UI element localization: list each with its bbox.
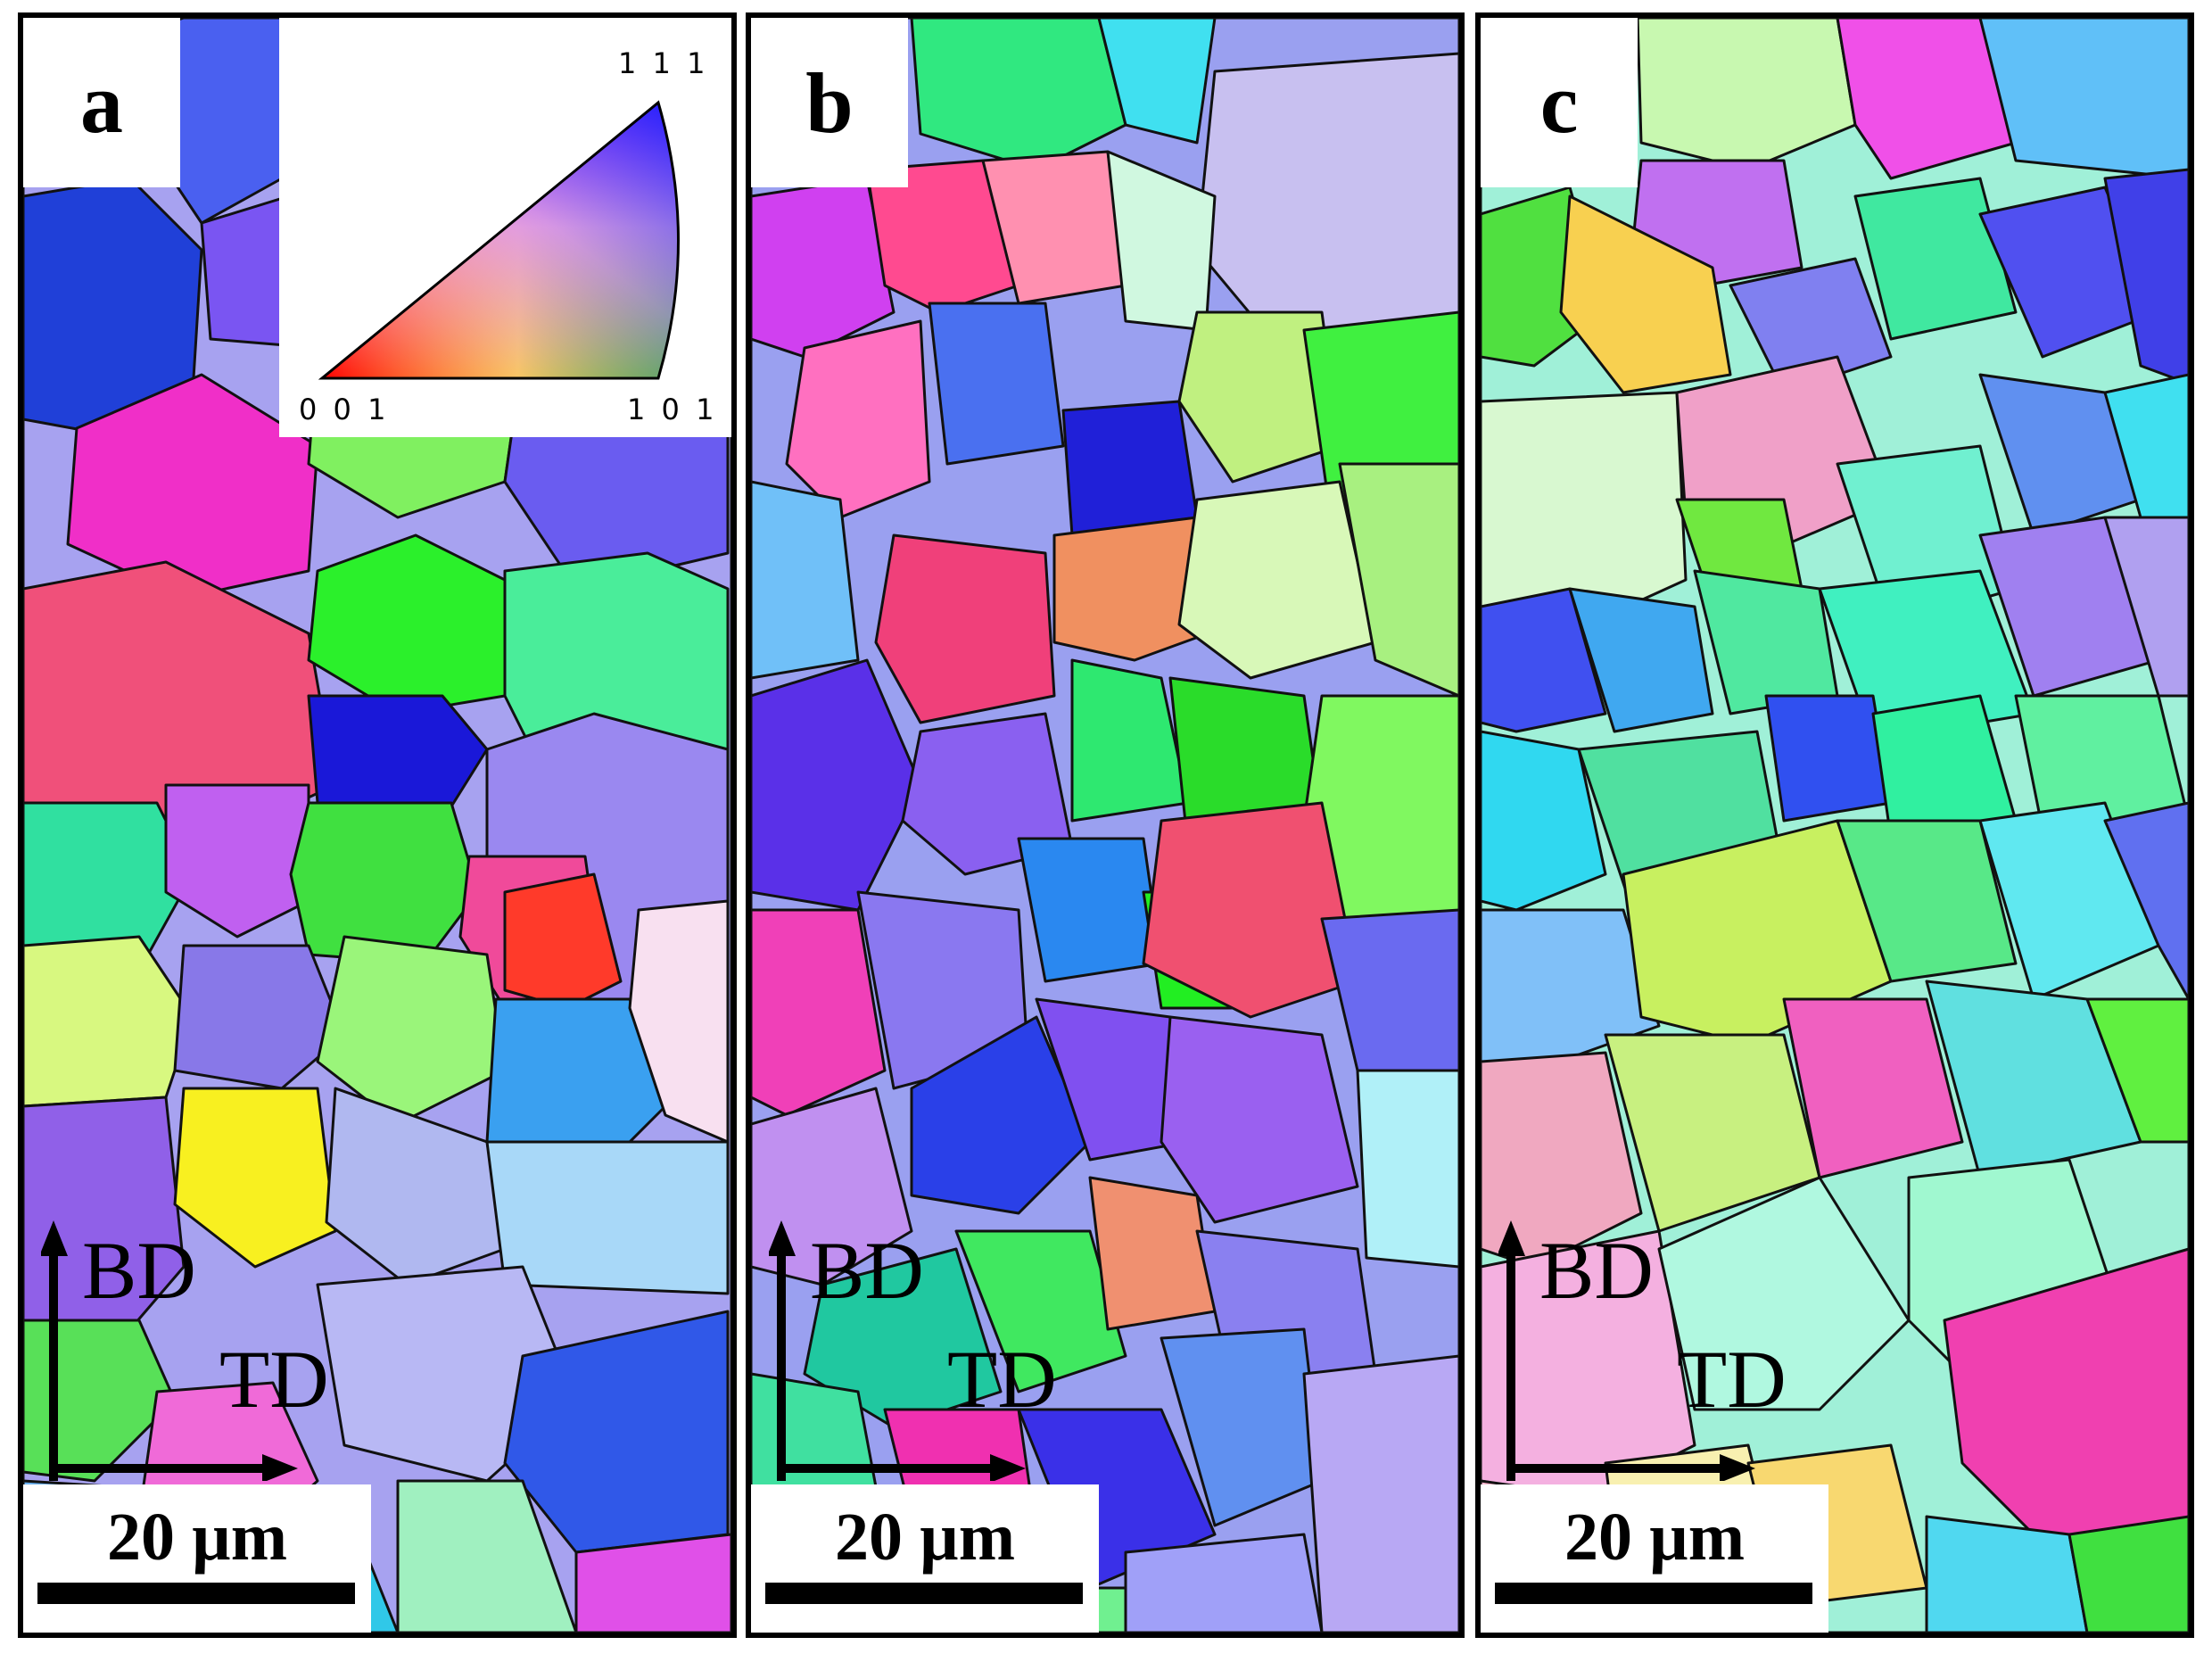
scale-bar bbox=[1495, 1583, 1812, 1604]
scale-bar-label: 20 µm bbox=[1564, 1500, 1746, 1575]
panel-b: b BD TD 20 µm bbox=[746, 12, 1465, 1638]
panel-letter: b bbox=[751, 18, 908, 187]
scale-bar-box: 20 µm bbox=[751, 1484, 1099, 1633]
ipf-triangle bbox=[318, 100, 680, 380]
panel-c: c BD TD 20 µm bbox=[1475, 12, 2194, 1638]
ipf-101-label: 1 0 1 bbox=[627, 393, 718, 426]
td-label: TD bbox=[947, 1334, 1057, 1425]
bd-td-axes: BD TD bbox=[41, 1213, 329, 1481]
scale-bar-box: 20 µm bbox=[23, 1484, 371, 1633]
ipf-111-label: 1 1 1 bbox=[618, 46, 709, 80]
panel-letter: a bbox=[23, 18, 180, 187]
axis-arrows-icon bbox=[41, 1220, 298, 1481]
axis-arrows-icon bbox=[769, 1220, 1026, 1481]
td-label: TD bbox=[1677, 1334, 1787, 1425]
scale-bar-label: 20 µm bbox=[106, 1500, 288, 1575]
scale-bar bbox=[765, 1583, 1083, 1604]
ipf-001-label: 0 0 1 bbox=[299, 393, 390, 426]
bd-td-axes: BD TD bbox=[769, 1213, 1057, 1481]
panel-letter: c bbox=[1481, 18, 1638, 187]
bd-td-axes: BD TD bbox=[1498, 1213, 1787, 1481]
scale-bar-label: 20 µm bbox=[834, 1500, 1016, 1575]
ipf-color-key: 1 1 1 0 0 1 1 0 1 bbox=[279, 18, 731, 437]
bd-label: BD bbox=[1539, 1225, 1654, 1316]
scale-bar bbox=[37, 1583, 355, 1604]
panel-a: a bbox=[18, 12, 737, 1638]
td-label: TD bbox=[219, 1334, 329, 1425]
axis-arrows-icon bbox=[1498, 1220, 1755, 1481]
bd-label: BD bbox=[810, 1225, 924, 1316]
ebsd-map-c bbox=[1481, 18, 2189, 1633]
scale-bar-box: 20 µm bbox=[1481, 1484, 1828, 1633]
bd-label: BD bbox=[82, 1225, 196, 1316]
ebsd-map-b bbox=[751, 18, 1459, 1633]
